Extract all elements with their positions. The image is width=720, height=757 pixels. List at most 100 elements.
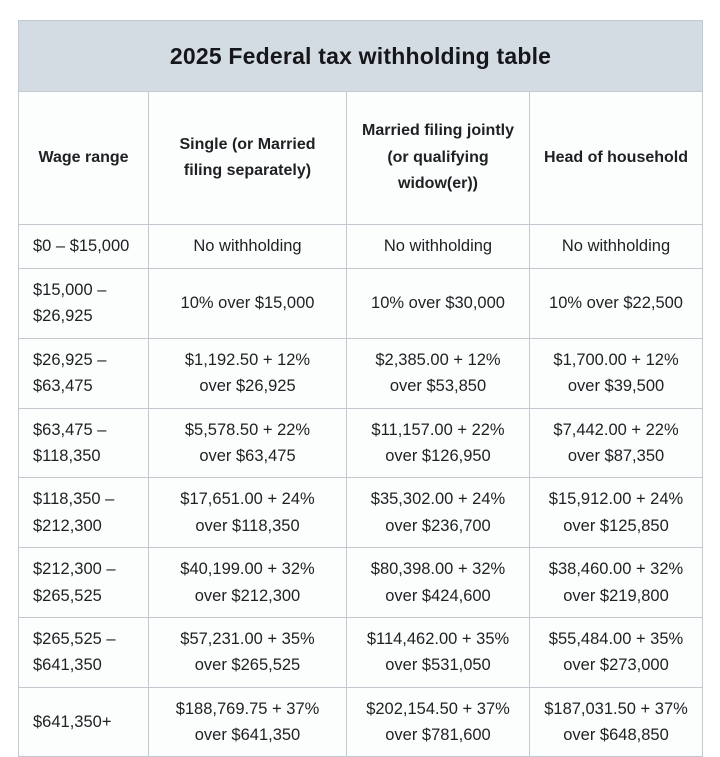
withholding-cell: $15,912.00 + 24% over $125,850 [528, 477, 704, 549]
withholding-cell: $202,154.50 + 37% over $781,600 [346, 686, 530, 757]
cell-line: 10% over $30,000 [371, 294, 505, 313]
withholding-cell: $1,192.50 + 12% over $26,925 [148, 337, 347, 409]
cell-line: $202,154.50 + 37% [366, 699, 510, 718]
cell-line: $118,350 – [33, 490, 115, 509]
cell-line: No withholding [561, 237, 671, 256]
table-row: $15,000 – $26,925 10% over $15,000 10% over… [18, 268, 704, 339]
cell-line: $63,475 – [33, 420, 107, 439]
wage-range-cell: $26,925 – $63,475 [18, 337, 149, 409]
cell-line: widow(er)) [398, 175, 478, 193]
table-row: $118,350 – $212,300 $17,651.00 + 24% over $… [18, 477, 704, 549]
cell-line: over $26,925 [199, 377, 296, 396]
tax-table: 2025 Federal tax withholding table Wage … [17, 20, 704, 757]
withholding-cell: 10% over $30,000 [346, 268, 530, 339]
cell-line: $26,925 – [33, 350, 107, 369]
cell-line: over $781,600 [385, 726, 491, 745]
cell-line: over $531,050 [385, 656, 491, 675]
cell-line: $40,199.00 + 32% [180, 560, 315, 579]
cell-line: over $273,000 [563, 656, 669, 675]
page-title: 2025 Federal tax withholding table [17, 20, 704, 92]
column-header: Wage range [18, 91, 149, 225]
cell-line: $1,700.00 + 12% [553, 350, 679, 369]
withholding-cell: $57,231.00 + 35% over $265,525 [148, 616, 347, 688]
cell-line: $63,475 [33, 377, 93, 396]
wage-range-cell: $641,350+ [18, 686, 149, 757]
cell-line: filing separately) [183, 162, 312, 179]
cell-line: $0 – $15,000 [33, 237, 130, 256]
withholding-cell: $38,460.00 + 32% over $219,800 [528, 547, 704, 618]
cell-line: $188,769.75 + 37% [175, 699, 320, 718]
withholding-cell: $188,769.75 + 37% over $641,350 [148, 686, 347, 757]
cell-line: over $53,850 [389, 377, 487, 396]
cell-line: Wage range [38, 148, 129, 166]
cell-line: $212,300 – [33, 560, 116, 579]
cell-line: (or qualifying [387, 148, 489, 166]
wage-range-cell: $265,525 – $641,350 [18, 616, 149, 688]
withholding-cell: No withholding [148, 224, 347, 269]
withholding-cell: $40,199.00 + 32% over $212,300 [148, 547, 347, 618]
table-row: $26,925 – $63,475 $1,192.50 + 12% over $26,… [18, 337, 704, 409]
wage-range-cell: $212,300 – $265,525 [18, 547, 149, 618]
cell-line: $5,578.50 + 22% [184, 420, 311, 439]
cell-line: $11,157.00 + 22% [371, 420, 505, 439]
column-header: Single (or Married filing separately) [148, 91, 347, 225]
cell-line: 10% over $15,000 [180, 294, 315, 313]
cell-line: over $39,500 [567, 377, 665, 396]
cell-line: Single (or Married [179, 135, 316, 153]
table-row: $0 – $15,000 No withholding No withholding… [18, 224, 704, 269]
header-row: Wage range Single (or Married filing separ… [18, 91, 704, 225]
cell-line: $265,525 [33, 586, 102, 605]
cell-line: $2,385.00 + 12% [375, 350, 501, 369]
withholding-cell: $5,578.50 + 22% over $63,475 [148, 407, 347, 479]
cell-line: $15,912.00 + 24% [548, 490, 684, 509]
cell-line: $641,350+ [33, 712, 112, 731]
wage-range-cell: $63,475 – $118,350 [18, 407, 149, 479]
cell-line: $641,350 [33, 656, 102, 675]
cell-line: $7,442.00 + 22% [553, 420, 679, 439]
cell-line: over $424,600 [385, 586, 491, 605]
cell-line: over $236,700 [385, 516, 491, 535]
cell-line: $80,398.00 + 32% [370, 560, 506, 579]
cell-line: $118,350 [33, 446, 101, 465]
withholding-cell: $80,398.00 + 32% over $424,600 [346, 547, 530, 618]
withholding-cell: 10% over $15,000 [148, 268, 347, 339]
withholding-cell: $114,462.00 + 35% over $531,050 [346, 616, 530, 688]
cell-line: $26,925 [33, 307, 93, 326]
withholding-cell: $11,157.00 + 22% over $126,950 [346, 407, 530, 479]
cell-line: $1,192.50 + 12% [184, 350, 311, 369]
cell-line: $57,231.00 + 35% [180, 629, 315, 648]
cell-line: $114,462.00 + 35% [366, 629, 510, 648]
wage-range-cell: $15,000 – $26,925 [18, 268, 149, 339]
cell-line: over $118,350 [195, 516, 300, 535]
table-row: $265,525 – $641,350 $57,231.00 + 35% over $… [18, 616, 704, 688]
cell-line: over $63,475 [199, 446, 296, 465]
cell-line: Married filing jointly [361, 122, 514, 140]
withholding-cell: $187,031.50 + 37% over $648,850 [528, 686, 704, 757]
cell-line: over $648,850 [563, 726, 669, 745]
withholding-cell: $35,302.00 + 24% over $236,700 [346, 477, 530, 549]
withholding-cell: No withholding [346, 224, 530, 269]
withholding-cell: $2,385.00 + 12% over $53,850 [346, 337, 530, 409]
title-row: 2025 Federal tax withholding table [17, 20, 704, 92]
cell-line: $17,651.00 + 24% [180, 490, 315, 509]
withholding-cell: 10% over $22,500 [528, 268, 704, 339]
withholding-cell: $55,484.00 + 35% over $273,000 [528, 616, 704, 688]
cell-line: No withholding [383, 237, 493, 256]
wage-range-cell: $0 – $15,000 [18, 224, 149, 269]
withholding-cell: $1,700.00 + 12% over $39,500 [528, 337, 704, 409]
cell-line: over $125,850 [563, 516, 669, 535]
cell-line: 10% over $22,500 [549, 294, 683, 313]
cell-line: $55,484.00 + 35% [548, 629, 684, 648]
table-row: $63,475 – $118,350 $5,578.50 + 22% over $63… [18, 407, 704, 479]
cell-line: $15,000 – [33, 281, 107, 299]
cell-line: over $265,525 [194, 656, 301, 675]
withholding-cell: $17,651.00 + 24% over $118,350 [148, 477, 347, 549]
cell-line: over $87,350 [567, 446, 665, 465]
cell-line: Head of household [544, 148, 689, 166]
cell-line: over $126,950 [385, 446, 491, 465]
cell-line: No withholding [193, 237, 302, 256]
cell-line: over $219,800 [563, 586, 669, 605]
cell-line: $187,031.50 + 37% [544, 699, 688, 718]
withholding-cell: $7,442.00 + 22% over $87,350 [528, 407, 704, 479]
